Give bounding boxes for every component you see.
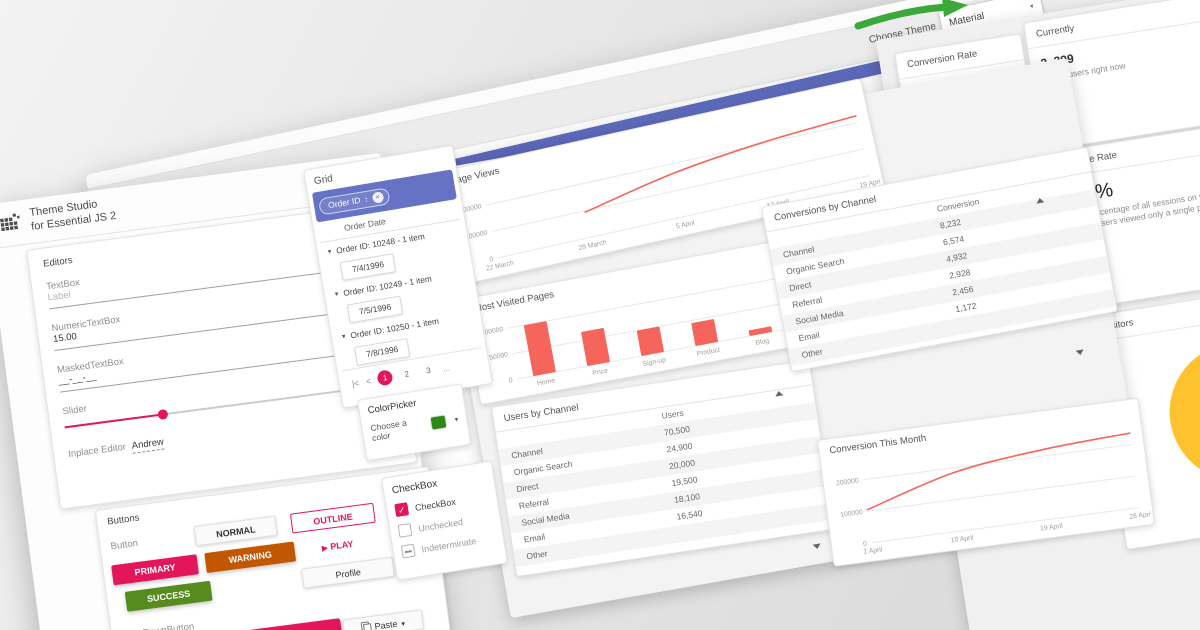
collapse-icon[interactable]: ▾ xyxy=(341,333,347,341)
svg-text:200000: 200000 xyxy=(459,203,483,215)
slider-handle[interactable] xyxy=(157,408,169,421)
success-button[interactable]: SUCCESS xyxy=(124,580,213,612)
checkbox-icon[interactable] xyxy=(397,522,413,538)
profile-primary-dropdown-button[interactable]: Profile▾ xyxy=(242,618,343,630)
sort-ascending-icon[interactable]: ↑ xyxy=(363,194,369,204)
svg-text:0: 0 xyxy=(489,256,494,264)
numeric-value: 15.00 xyxy=(52,331,78,346)
button-group-label: Button xyxy=(109,537,139,553)
conversion-month-chart: 0 100000 200000 1 April 10 April 19 April 28 A… xyxy=(836,432,1153,556)
collapse-icon[interactable]: ▾ xyxy=(327,248,333,256)
chevron-down-icon: ▾ xyxy=(1029,2,1035,11)
svg-text:Price: Price xyxy=(592,367,609,377)
buttons-title: Buttons xyxy=(106,512,141,528)
svg-text:Product: Product xyxy=(696,347,720,358)
svg-text:100000: 100000 xyxy=(480,326,504,337)
profile-flat-button[interactable]: Profile xyxy=(301,556,396,589)
theme-studio-panel: Theme Studio for Essential JS 2 Editors … xyxy=(0,152,472,630)
theme-studio-logo-icon xyxy=(0,213,20,232)
primary-button[interactable]: PRIMARY xyxy=(111,554,200,586)
theme-studio-header: Theme Studio for Essential JS 2 xyxy=(0,152,387,250)
pager-ellipsis[interactable]: ... xyxy=(441,362,451,374)
remove-group-icon[interactable]: × xyxy=(371,190,384,204)
color-swatch[interactable] xyxy=(430,415,447,430)
svg-text:19 April: 19 April xyxy=(859,178,882,190)
textbox-placeholder: Label xyxy=(46,289,72,304)
paste-split-button[interactable]: Paste ▾ xyxy=(342,609,425,630)
outline-button[interactable]: OUTLINE xyxy=(289,502,376,534)
svg-text:Home: Home xyxy=(537,377,556,387)
checkbox-list: ✓ CheckBox Unchecked Indeterminate xyxy=(394,486,497,563)
chevron-down-icon: ▾ xyxy=(401,620,406,629)
pager-page-button[interactable]: 3 xyxy=(425,365,432,376)
paste-icon xyxy=(360,621,373,630)
most-visited-chart: 0 50000 100000 Home Price Sign-up Product Blog xyxy=(480,277,789,387)
chevron-down-icon[interactable]: ▾ xyxy=(454,416,459,424)
svg-text:0: 0 xyxy=(863,540,868,547)
play-button[interactable]: ▶ PLAY xyxy=(321,538,354,553)
play-icon: ▶ xyxy=(321,543,329,553)
slider-fill xyxy=(64,413,163,429)
inplace-value[interactable]: Andrew xyxy=(131,436,165,454)
group-field: Order ID xyxy=(327,195,362,211)
svg-text:Sign-up: Sign-up xyxy=(642,357,667,368)
svg-text:100000: 100000 xyxy=(464,230,488,242)
svg-text:100000: 100000 xyxy=(840,509,864,519)
checkbox-icon[interactable] xyxy=(400,543,416,559)
pager-page-button[interactable]: 1 xyxy=(376,369,394,387)
collapse-icon[interactable]: ▾ xyxy=(334,290,340,299)
normal-button[interactable]: NORMAL xyxy=(193,515,278,547)
svg-text:50000: 50000 xyxy=(489,352,509,362)
colorpicker-label: Choose a color xyxy=(369,417,408,444)
svg-text:200000: 200000 xyxy=(836,477,860,487)
svg-text:28 April: 28 April xyxy=(1129,511,1151,521)
annotation-arrow-icon xyxy=(854,0,968,30)
most-visited-card: Most Visited Pages 0 50000 100000 Home Price… xyxy=(461,239,805,406)
page-views-card: Page Views 0 100000 200000 22 March 29 March… xyxy=(437,78,886,286)
svg-text:10 April: 10 April xyxy=(951,534,975,544)
pager-prev-button[interactable]: < xyxy=(365,375,372,386)
svg-text:1 April: 1 April xyxy=(863,546,883,555)
warning-button[interactable]: WARNING xyxy=(204,541,297,574)
svg-text:5 April: 5 April xyxy=(675,219,695,230)
conversion-month-card: Conversion This Month 0 100000 200000 1 Apr… xyxy=(817,397,1155,567)
inplace-label: Inplace Editor xyxy=(67,441,127,461)
grid-rows: ▾ Order ID: 10248 - 1 item 7/4/1996 ▾ Order … xyxy=(320,220,481,371)
checkbox-card: CheckBox ✓ CheckBox Unchecked Indeterminate xyxy=(381,460,508,581)
svg-text:29 March: 29 March xyxy=(578,239,607,252)
visitors-donut-chart xyxy=(1159,332,1200,491)
pager-page-button[interactable]: 2 xyxy=(403,369,410,379)
svg-text:Blog: Blog xyxy=(755,338,770,347)
checkbox-icon[interactable]: ✓ xyxy=(394,502,410,518)
svg-text:19 April: 19 April xyxy=(1040,523,1064,533)
pager-first-button[interactable]: |< xyxy=(351,377,360,389)
dropdownbutton-label: DropDownButton xyxy=(122,621,195,630)
svg-text:0: 0 xyxy=(508,377,513,385)
